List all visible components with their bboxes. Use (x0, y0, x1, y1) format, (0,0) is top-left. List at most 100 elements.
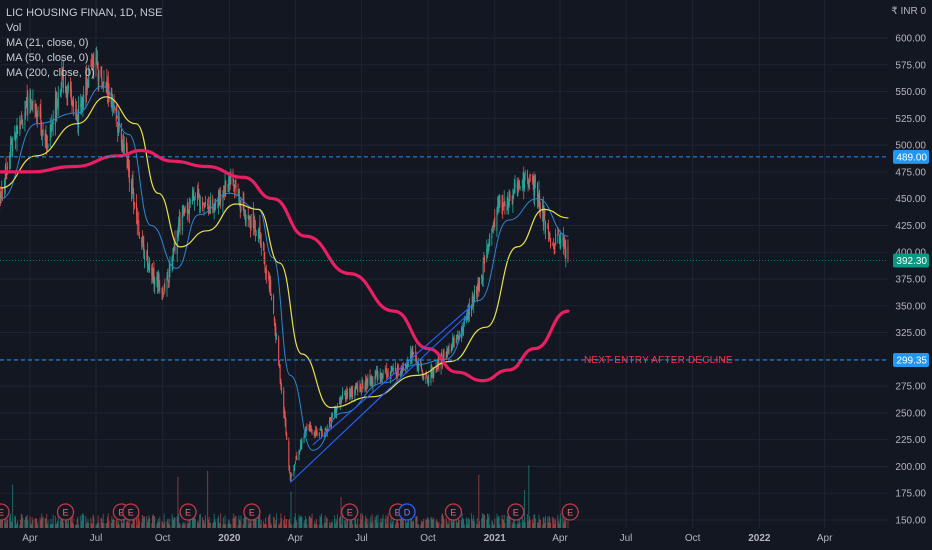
volume-bar (1, 519, 3, 528)
candle-body (481, 276, 483, 283)
volume-bar (301, 516, 303, 528)
legend-vol[interactable]: Vol (6, 22, 22, 34)
earnings-marker[interactable]: E (122, 503, 140, 521)
candle-body (425, 377, 427, 380)
candle-body (428, 380, 430, 384)
volume-bar (397, 513, 399, 528)
currency-label[interactable]: ₹ INR 0 (891, 6, 926, 17)
volume-bar (288, 520, 290, 528)
candle-body (497, 204, 499, 209)
volume-bar (507, 515, 509, 528)
volume-bar (538, 514, 540, 528)
earnings-marker[interactable]: E (561, 503, 579, 521)
volume-bar (34, 518, 36, 528)
candle-body (172, 255, 174, 261)
volume-bar (497, 516, 499, 528)
legend-ma50[interactable]: MA (50, close, 0) (6, 52, 89, 64)
volume-bar (522, 522, 524, 528)
candle-body (402, 366, 404, 369)
volume-bar (117, 521, 119, 528)
candle-body (228, 174, 230, 186)
volume-bar (111, 516, 113, 528)
volume-bar (447, 523, 449, 528)
volume-bar (550, 522, 552, 528)
volume-bar (527, 520, 529, 528)
symbol-title[interactable]: LIC HOUSING FINAN, 1D, NSE (6, 7, 163, 19)
candle-body (518, 181, 520, 186)
volume-bar (465, 517, 467, 528)
candle-body (192, 191, 194, 200)
candle-body (230, 172, 232, 185)
candle-body (412, 351, 414, 353)
ma200-line (0, 148, 570, 383)
candle-body (532, 179, 534, 182)
earnings-marker[interactable]: E (507, 503, 525, 521)
earnings-marker[interactable]: E (0, 503, 10, 521)
ma50-line (0, 96, 569, 409)
candle-body (559, 238, 561, 240)
volume-bar (50, 518, 52, 528)
volume-bar (564, 521, 566, 528)
candle-body (6, 172, 8, 175)
candle-body (452, 338, 454, 345)
volume-bar (78, 524, 80, 528)
volume-bar (387, 513, 389, 528)
volume-bar (423, 518, 425, 528)
candle-body (234, 184, 236, 187)
volume-bar (452, 514, 454, 528)
candle-body (204, 202, 206, 205)
candle-body (421, 370, 423, 375)
candle-body (372, 382, 374, 387)
volume-bar (168, 518, 170, 528)
volume-bar (239, 520, 241, 528)
dividend-marker[interactable]: D (398, 503, 416, 521)
candle-body (521, 180, 523, 183)
earnings-marker[interactable]: E (444, 503, 463, 521)
trend-channel-line (312, 305, 472, 446)
candle-body (547, 226, 549, 234)
candle-body (323, 432, 325, 434)
earnings-marker[interactable]: E (179, 503, 197, 521)
volume-bar (268, 514, 270, 528)
marker-circle (398, 503, 416, 521)
earnings-marker[interactable]: E (56, 503, 75, 521)
legend-ma21[interactable]: MA (21, close, 0) (6, 37, 89, 49)
volume-bar (182, 521, 184, 528)
volume-bar (137, 518, 139, 528)
volume-bar (513, 517, 515, 528)
candle-body (351, 391, 353, 398)
candle-body (25, 102, 27, 103)
volume-bar (245, 515, 247, 528)
candle-body (386, 376, 388, 378)
volume-bar (60, 515, 62, 528)
candle-body (380, 372, 382, 380)
volume-bar (379, 522, 381, 528)
candle-body (240, 199, 242, 212)
legend-ma200[interactable]: MA (200, close, 0) (6, 67, 95, 79)
earnings-marker[interactable]: E (243, 503, 261, 521)
earnings-marker[interactable]: E (341, 503, 359, 521)
volume-bar (37, 521, 39, 528)
volume-bar (328, 522, 330, 528)
candle-body (244, 209, 246, 215)
volume-bar (425, 519, 427, 528)
candle-body (265, 268, 267, 276)
candle-body (168, 268, 170, 283)
candle-body (199, 205, 201, 210)
volume-bar (381, 522, 383, 528)
candle-body (51, 122, 53, 132)
candle-body (305, 429, 307, 434)
candle-body (314, 432, 316, 435)
volume-bar (310, 517, 312, 528)
candle-body (344, 392, 346, 399)
marker-label: E (118, 508, 124, 518)
volume-bar (189, 515, 191, 528)
candle-body (156, 277, 158, 282)
candle-body (529, 179, 531, 181)
volume-bar (250, 519, 252, 528)
volume-bar (421, 521, 423, 528)
candle-body (293, 465, 295, 474)
volume-bar (447, 524, 449, 528)
volume-bar (478, 474, 480, 528)
